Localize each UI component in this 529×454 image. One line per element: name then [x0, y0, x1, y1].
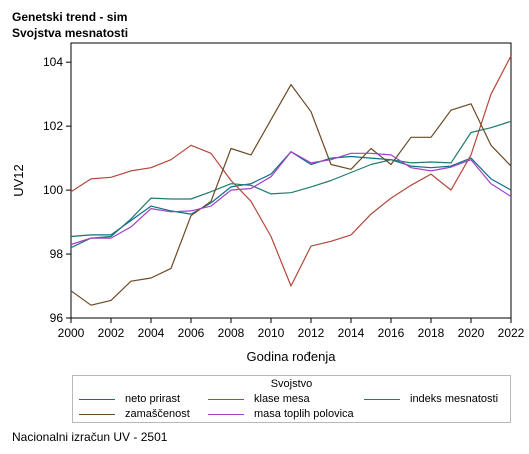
y-tick-label: 98 [50, 247, 64, 261]
x-axis: 2000 2002 2004 2006 2008 2010 2012 2014 2016 2018… [58, 318, 525, 340]
x-tick-label: 2008 [218, 326, 245, 340]
legend-label: indeks mesnatosti [410, 393, 499, 405]
legend-item-indeks_mesnatosti: indeks mesnatosti [364, 392, 498, 406]
legend-label: klase mesa [254, 393, 310, 405]
chart-subtitle: Svojstva mesnatosti [12, 26, 129, 40]
x-tick-label: 2010 [258, 326, 285, 340]
x-tick-label: 2022 [498, 326, 525, 340]
legend-item-zamascenost: zamaščenost [79, 407, 190, 421]
legend-swatch [79, 398, 115, 400]
series-line-masa_toplih_polovica [70, 151, 512, 246]
footnote: Nacionalni izračun UV - 2501 [12, 430, 168, 444]
series-line-neto_prirast [70, 151, 512, 238]
series-lines [70, 55, 512, 306]
legend-title: Svojstvo [270, 378, 313, 390]
x-tick-label: 2016 [378, 326, 405, 340]
legend-item-masa_toplih_polovica: masa toplih polovica [208, 407, 354, 421]
legend: Svojstvo neto prirast klase mesa indeks me… [72, 375, 511, 423]
x-axis-title: Godina rođenja [247, 349, 337, 364]
legend-swatch [208, 413, 244, 415]
y-axis: 96 98 100 102 104 [43, 55, 71, 325]
x-tick-label: 2000 [58, 326, 85, 340]
legend-item-klase_mesa: klase mesa [208, 392, 310, 406]
legend-item-neto_prirast: neto prirast [79, 392, 180, 406]
y-tick-label: 102 [43, 119, 63, 133]
y-tick-label: 104 [43, 55, 63, 69]
series-line-zamascenost [70, 83, 512, 306]
legend-swatch [79, 413, 115, 415]
x-tick-label: 2018 [418, 326, 445, 340]
plot-area-border [70, 42, 512, 319]
plot-frame [70, 42, 512, 319]
x-tick-label: 2004 [138, 326, 165, 340]
legend-label: neto prirast [125, 393, 181, 405]
legend-swatch [208, 398, 244, 400]
x-tick-label: 2020 [458, 326, 485, 340]
x-tick-label: 2006 [178, 326, 205, 340]
y-tick-label: 96 [50, 311, 64, 325]
x-tick-label: 2002 [98, 326, 125, 340]
chart-title-block: Genetski trend - sim Svojstva mesnatosti [12, 9, 128, 41]
series-line-indeks_mesnatosti [70, 120, 512, 249]
legend-label: masa toplih polovica [254, 408, 354, 420]
x-tick-label: 2012 [298, 326, 325, 340]
legend-swatch [364, 398, 400, 400]
y-tick-label: 100 [43, 183, 63, 197]
y-axis-title: UV12 [11, 164, 26, 197]
series-line-klase_mesa [70, 55, 512, 287]
x-tick-label: 2014 [338, 326, 365, 340]
legend-label: zamaščenost [125, 408, 190, 420]
chart-title: Genetski trend - sim [12, 10, 128, 24]
